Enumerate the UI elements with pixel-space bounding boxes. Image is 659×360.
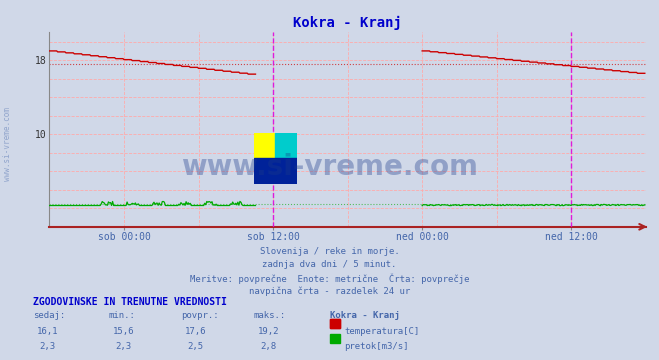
Text: www.si-vreme.com: www.si-vreme.com: [181, 153, 478, 181]
Text: Meritve: povprečne  Enote: metrične  Črta: povprečje: Meritve: povprečne Enote: metrične Črta:…: [190, 273, 469, 284]
Text: 15,6: 15,6: [113, 327, 134, 336]
Text: Slovenija / reke in morje.: Slovenija / reke in morje.: [260, 247, 399, 256]
Text: 17,6: 17,6: [185, 327, 206, 336]
Text: 19,2: 19,2: [258, 327, 279, 336]
Title: Kokra - Kranj: Kokra - Kranj: [293, 16, 402, 30]
Text: maks.:: maks.:: [254, 311, 286, 320]
Text: 2,3: 2,3: [115, 342, 131, 351]
Text: ZGODOVINSKE IN TRENUTNE VREDNOSTI: ZGODOVINSKE IN TRENUTNE VREDNOSTI: [33, 297, 227, 307]
Text: navpična črta - razdelek 24 ur: navpična črta - razdelek 24 ur: [249, 287, 410, 296]
Bar: [330, 319, 340, 328]
Text: temperatura[C]: temperatura[C]: [344, 327, 419, 336]
Text: zadnja dva dni / 5 minut.: zadnja dva dni / 5 minut.: [262, 260, 397, 269]
Bar: [254, 133, 275, 158]
Text: povpr.:: povpr.:: [181, 311, 219, 320]
Text: www.si-vreme.com: www.si-vreme.com: [3, 107, 13, 181]
Text: 2,3: 2,3: [40, 342, 55, 351]
Text: 16,1: 16,1: [37, 327, 58, 336]
Text: min.:: min.:: [109, 311, 136, 320]
Text: Kokra - Kranj: Kokra - Kranj: [330, 311, 399, 320]
Text: pretok[m3/s]: pretok[m3/s]: [344, 342, 409, 351]
Text: 2,5: 2,5: [188, 342, 204, 351]
Bar: [275, 133, 297, 158]
Bar: [254, 158, 297, 184]
Text: 2,8: 2,8: [260, 342, 276, 351]
Text: sedaj:: sedaj:: [33, 311, 65, 320]
